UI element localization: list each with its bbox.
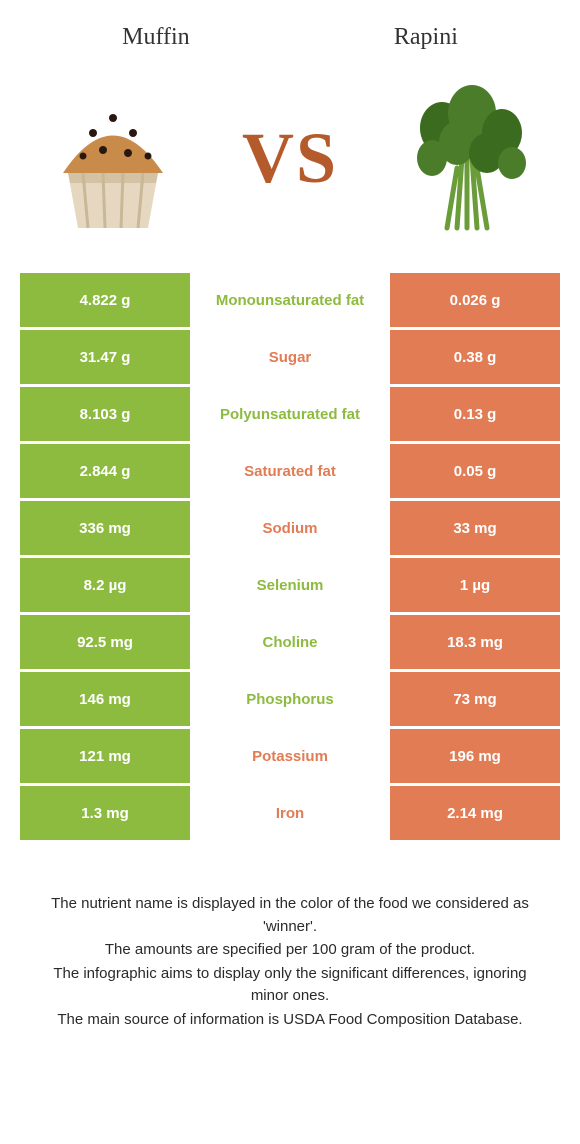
- footer-line-4: The main source of information is USDA F…: [38, 1009, 542, 1032]
- nutrient-label: Sugar: [190, 330, 390, 384]
- footer-line-1: The nutrient name is displayed in the co…: [38, 893, 542, 938]
- nutrient-label: Choline: [190, 615, 390, 669]
- muffin-image: [28, 73, 198, 243]
- nutrient-left-value: 146 mg: [20, 672, 190, 726]
- nutrient-row: 8.2 µgSelenium1 µg: [20, 558, 560, 612]
- nutrient-right-value: 18.3 mg: [390, 615, 560, 669]
- footer-line-3: The infographic aims to display only the…: [38, 963, 542, 1008]
- nutrient-row: 8.103 gPolyunsaturated fat0.13 g: [20, 387, 560, 441]
- nutrient-left-value: 31.47 g: [20, 330, 190, 384]
- nutrient-row: 4.822 gMonounsaturated fat0.026 g: [20, 273, 560, 327]
- rapini-icon: [387, 78, 547, 238]
- nutrient-row: 121 mgPotassium196 mg: [20, 729, 560, 783]
- nutrient-left-value: 8.2 µg: [20, 558, 190, 612]
- nutrient-row: 1.3 mgIron2.14 mg: [20, 786, 560, 840]
- hero-row: VS: [20, 63, 560, 273]
- nutrient-left-value: 2.844 g: [20, 444, 190, 498]
- nutrient-label: Monounsaturated fat: [190, 273, 390, 327]
- nutrient-left-value: 4.822 g: [20, 273, 190, 327]
- food-left-title: Muffin: [122, 24, 190, 51]
- nutrient-row: 31.47 gSugar0.38 g: [20, 330, 560, 384]
- rapini-image: [382, 73, 552, 243]
- muffin-icon: [33, 78, 193, 238]
- nutrient-label: Selenium: [190, 558, 390, 612]
- nutrient-right-value: 33 mg: [390, 501, 560, 555]
- nutrient-label: Phosphorus: [190, 672, 390, 726]
- nutrient-row: 2.844 gSaturated fat0.05 g: [20, 444, 560, 498]
- nutrient-row: 336 mgSodium33 mg: [20, 501, 560, 555]
- nutrient-left-value: 92.5 mg: [20, 615, 190, 669]
- nutrient-right-value: 1 µg: [390, 558, 560, 612]
- nutrient-row: 92.5 mgCholine18.3 mg: [20, 615, 560, 669]
- nutrient-right-value: 196 mg: [390, 729, 560, 783]
- nutrient-label: Iron: [190, 786, 390, 840]
- nutrient-right-value: 0.026 g: [390, 273, 560, 327]
- nutrient-left-value: 336 mg: [20, 501, 190, 555]
- nutrient-label: Potassium: [190, 729, 390, 783]
- nutrient-label: Polyunsaturated fat: [190, 387, 390, 441]
- nutrient-right-value: 0.13 g: [390, 387, 560, 441]
- nutrient-right-value: 0.05 g: [390, 444, 560, 498]
- header-row: Muffin Rapini: [20, 0, 560, 63]
- nutrient-table: 4.822 gMonounsaturated fat0.026 g31.47 g…: [20, 273, 560, 840]
- footer-text: The nutrient name is displayed in the co…: [20, 843, 560, 1052]
- nutrient-left-value: 1.3 mg: [20, 786, 190, 840]
- nutrient-label: Saturated fat: [190, 444, 390, 498]
- nutrient-right-value: 2.14 mg: [390, 786, 560, 840]
- nutrient-left-value: 121 mg: [20, 729, 190, 783]
- nutrient-label: Sodium: [190, 501, 390, 555]
- footer-line-2: The amounts are specified per 100 gram o…: [38, 939, 542, 962]
- nutrient-right-value: 73 mg: [390, 672, 560, 726]
- vs-label: VS: [242, 117, 338, 200]
- nutrient-left-value: 8.103 g: [20, 387, 190, 441]
- nutrient-row: 146 mgPhosphorus73 mg: [20, 672, 560, 726]
- food-right-title: Rapini: [394, 24, 458, 51]
- nutrient-right-value: 0.38 g: [390, 330, 560, 384]
